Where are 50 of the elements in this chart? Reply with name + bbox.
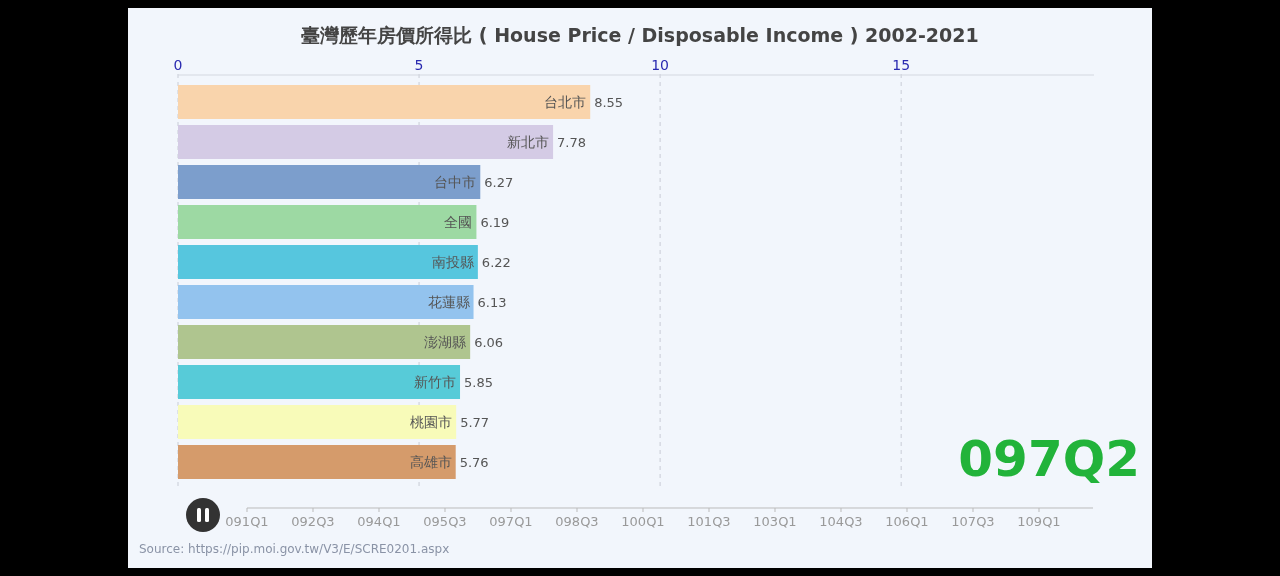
y-tick-label: 新北市 (507, 134, 550, 150)
data-label: 7.78 (557, 135, 587, 150)
chart-title: 臺灣歷年房價所得比 ( House Price / Disposable Income ) 2002-2021 (301, 24, 979, 46)
data-label: 6.27 (484, 175, 514, 190)
y-tick-label: 台北市 (544, 94, 587, 110)
text: 098Q3 (555, 514, 599, 529)
y-tick-label: 新竹市 (414, 374, 457, 390)
bar (178, 165, 481, 199)
y-tick-label: 桃園市 (410, 414, 453, 430)
y-tick-label: 全國 (444, 214, 473, 230)
x-tick-label: 5 (414, 57, 424, 73)
text: 104Q3 (819, 514, 863, 529)
bar (178, 445, 456, 479)
annotation: 097Q2 (958, 430, 1140, 488)
text: 091Q1 (225, 514, 269, 529)
data-label: 6.06 (474, 335, 504, 350)
data-label: 5.76 (459, 455, 489, 470)
data-label: 8.55 (594, 95, 624, 110)
text: 103Q1 (753, 514, 797, 529)
bar (178, 85, 591, 119)
bar (178, 125, 554, 159)
text: 106Q1 (885, 514, 929, 529)
bar (178, 405, 457, 439)
text: 092Q3 (291, 514, 335, 529)
text: 095Q3 (423, 514, 467, 529)
text: 097Q1 (489, 514, 533, 529)
text: 107Q3 (951, 514, 995, 529)
data-label: 6.22 (481, 255, 511, 270)
text: 094Q1 (357, 514, 401, 529)
y-tick-label: 高雄市 (409, 454, 452, 470)
y-tick-label: 南投縣 (431, 254, 474, 270)
x-tick-label: 0 (173, 57, 183, 73)
text: 101Q3 (687, 514, 731, 529)
bar (178, 205, 477, 239)
x-tick-label: 15 (892, 57, 911, 73)
bar (178, 245, 478, 279)
y-tick-label: 澎湖縣 (424, 334, 467, 350)
bar (178, 285, 474, 319)
text: 100Q1 (621, 514, 665, 529)
x-tick-label: 10 (651, 57, 670, 73)
data-label: 6.13 (477, 295, 507, 310)
data-label: 5.77 (460, 415, 490, 430)
source-note: Source: https://pip.moi.gov.tw/V3/E/SCRE0201.aspx (139, 542, 450, 556)
bar (178, 325, 471, 359)
y-tick-label: 台中市 (434, 174, 477, 190)
text: 109Q1 (1017, 514, 1061, 529)
y-tick-label: 花蓮縣 (427, 294, 470, 310)
bar (178, 365, 461, 399)
data-label: 6.19 (480, 215, 510, 230)
data-label: 5.85 (464, 375, 493, 390)
